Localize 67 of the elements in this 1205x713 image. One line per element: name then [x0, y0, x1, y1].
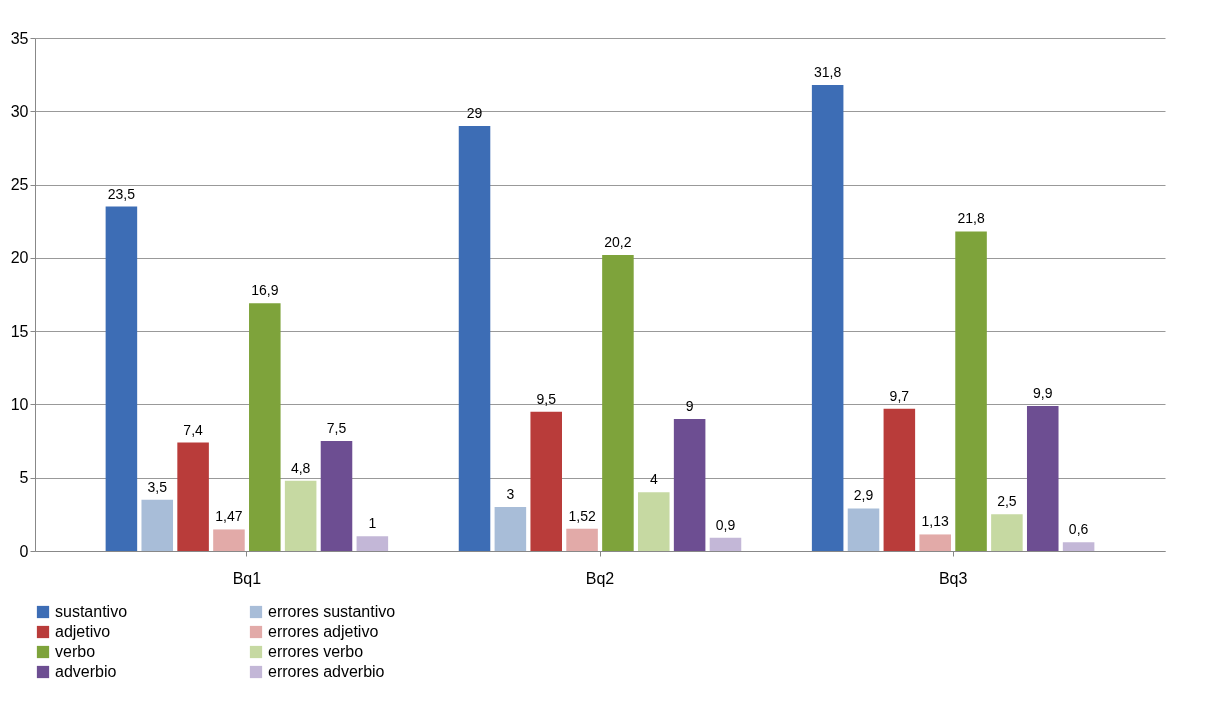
bar — [883, 408, 916, 551]
data-label: 16,9 — [251, 282, 279, 299]
bar — [284, 480, 317, 551]
data-label: 21,8 — [957, 210, 985, 227]
legend-label: adverbio — [55, 663, 117, 680]
bar — [177, 442, 209, 551]
y-tick-label: 25 — [10, 176, 29, 194]
data-label: 1,47 — [215, 508, 243, 525]
bar — [249, 303, 281, 551]
bar — [320, 441, 353, 551]
bar — [213, 529, 245, 551]
bar — [673, 419, 706, 551]
bar — [709, 537, 742, 551]
legend-label: errores verbo — [268, 643, 364, 660]
data-label: 3,5 — [147, 478, 168, 495]
data-label: 7,5 — [326, 420, 347, 437]
legend-label: adjetivo — [55, 623, 111, 640]
data-label: 9,7 — [889, 387, 910, 404]
bar — [919, 534, 951, 551]
legend-label: sustantivo — [55, 603, 128, 620]
data-label: 1,52 — [568, 507, 596, 524]
bar — [1026, 405, 1059, 551]
data-label: 31,8 — [814, 63, 842, 80]
bar — [811, 84, 844, 551]
data-label: 1 — [368, 515, 377, 532]
bar — [566, 528, 598, 551]
data-label: 23,5 — [107, 185, 136, 202]
bar — [105, 206, 138, 551]
data-label: 9,5 — [536, 390, 557, 407]
data-label: 2,9 — [853, 487, 874, 504]
legend-label: errores adverbio — [268, 663, 385, 680]
bar — [638, 492, 670, 551]
data-label: 3 — [506, 486, 515, 503]
y-tick-label: 35 — [10, 29, 29, 47]
data-label: 20,2 — [604, 233, 632, 250]
data-label: 9 — [685, 398, 694, 415]
data-label: 7,4 — [183, 421, 204, 438]
x-tick-label: Bq1 — [232, 569, 262, 587]
bar — [356, 536, 389, 551]
legend-label: errores adjetivo — [268, 623, 379, 640]
data-label: 0,6 — [1068, 521, 1089, 538]
data-label: 4,8 — [290, 459, 311, 476]
bar — [991, 514, 1023, 551]
data-label: 2,5 — [997, 493, 1017, 510]
y-tick-label: 30 — [10, 102, 29, 120]
bar — [1062, 542, 1095, 551]
data-label: 9,9 — [1033, 384, 1053, 401]
bar — [955, 231, 987, 551]
x-tick-label: Bq3 — [938, 569, 968, 587]
y-tick-label: 0 — [19, 542, 29, 560]
x-tick-label: Bq2 — [585, 569, 615, 587]
y-tick-label: 10 — [10, 395, 29, 413]
bar — [458, 125, 491, 551]
bar — [530, 411, 562, 551]
bar — [141, 499, 174, 551]
data-label: 29 — [466, 104, 483, 121]
legend-label: errores sustantivo — [268, 603, 396, 620]
legend-label: verbo — [55, 643, 96, 660]
y-tick-label: 15 — [10, 322, 29, 340]
data-label: 0,9 — [715, 516, 736, 533]
y-tick-label: 5 — [19, 469, 29, 487]
data-label: 1,13 — [921, 513, 950, 530]
bar — [602, 254, 634, 551]
bar — [494, 507, 527, 551]
data-label: 4 — [649, 471, 658, 488]
y-tick-label: 20 — [10, 249, 29, 267]
bar — [847, 508, 880, 551]
